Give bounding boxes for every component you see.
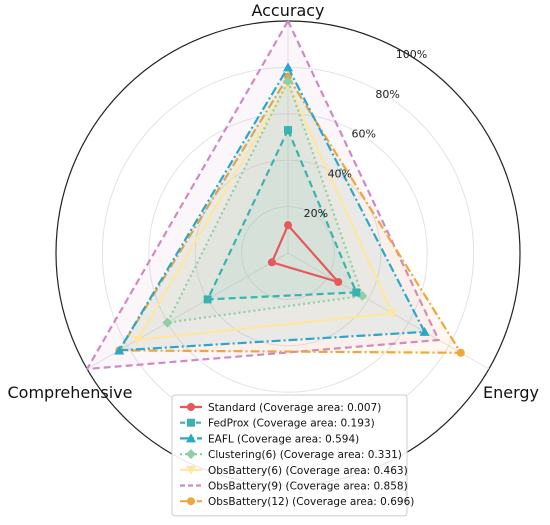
series-fill xyxy=(207,130,357,300)
series-line xyxy=(136,82,394,342)
legend-box xyxy=(171,394,408,517)
series-fill xyxy=(137,83,393,340)
series-line xyxy=(166,80,364,324)
data-point xyxy=(352,288,361,297)
chart-legend: Standard (Coverage area: 0.007) FedProx (… xyxy=(171,394,414,517)
series-line xyxy=(85,19,440,371)
data-point xyxy=(283,62,293,72)
data-point xyxy=(456,348,465,357)
data-point xyxy=(186,433,196,443)
radar-series xyxy=(85,19,465,371)
data-point xyxy=(186,465,196,475)
axis-label: Energy xyxy=(483,383,539,402)
data-point xyxy=(387,309,398,319)
data-point xyxy=(284,221,292,230)
legend-entry: Clustering(6) (Coverage area: 0.331) xyxy=(208,449,402,461)
legend-entry: FedProx (Coverage area: 0.193) xyxy=(208,418,375,430)
radial-tick-label: 40% xyxy=(328,167,352,180)
radial-tick-label: 20% xyxy=(304,207,328,220)
data-point xyxy=(284,126,292,135)
axis-label: Comprehensive xyxy=(8,383,133,402)
legend-entry: ObsBattery(6) (Coverage area: 0.463) xyxy=(208,465,408,477)
legend-entry: ObsBattery(9) (Coverage area: 0.858) xyxy=(208,481,408,493)
data-point xyxy=(203,295,212,304)
data-point xyxy=(114,345,125,355)
data-point xyxy=(187,403,195,411)
data-point xyxy=(132,336,143,345)
series-line xyxy=(118,75,462,354)
legend-entry: Standard (Coverage area: 0.007) xyxy=(208,402,381,414)
data-point xyxy=(334,278,343,286)
axis-label: Accuracy xyxy=(251,1,324,20)
radial-tick-label: 80% xyxy=(375,88,399,101)
radar-labels: 20% 40% 60% 80% 100% Accuracy Energy Comprehens… xyxy=(8,1,540,402)
data-point xyxy=(162,317,173,328)
data-point xyxy=(186,449,196,460)
series-fill xyxy=(119,76,461,353)
series-fill xyxy=(87,21,439,369)
series-fill xyxy=(119,67,425,351)
series-fill xyxy=(167,81,363,323)
data-point xyxy=(187,418,195,427)
series-line xyxy=(270,224,340,284)
radial-tick-label: 100% xyxy=(396,48,427,61)
data-point xyxy=(267,258,276,267)
data-point xyxy=(419,326,430,336)
legend-entry: EAFL (Coverage area: 0.594) xyxy=(208,433,359,445)
series-line xyxy=(206,128,358,301)
radial-tick-label: 60% xyxy=(351,128,375,141)
data-point xyxy=(187,497,195,506)
legend-entry: ObsBattery(12) (Coverage area: 0.696) xyxy=(208,496,414,508)
series-line xyxy=(118,66,426,352)
data-point xyxy=(283,76,293,87)
